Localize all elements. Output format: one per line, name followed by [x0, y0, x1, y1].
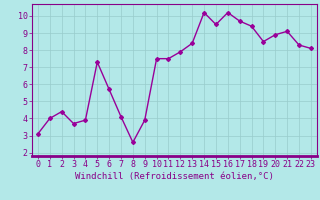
X-axis label: Windchill (Refroidissement éolien,°C): Windchill (Refroidissement éolien,°C): [75, 172, 274, 181]
